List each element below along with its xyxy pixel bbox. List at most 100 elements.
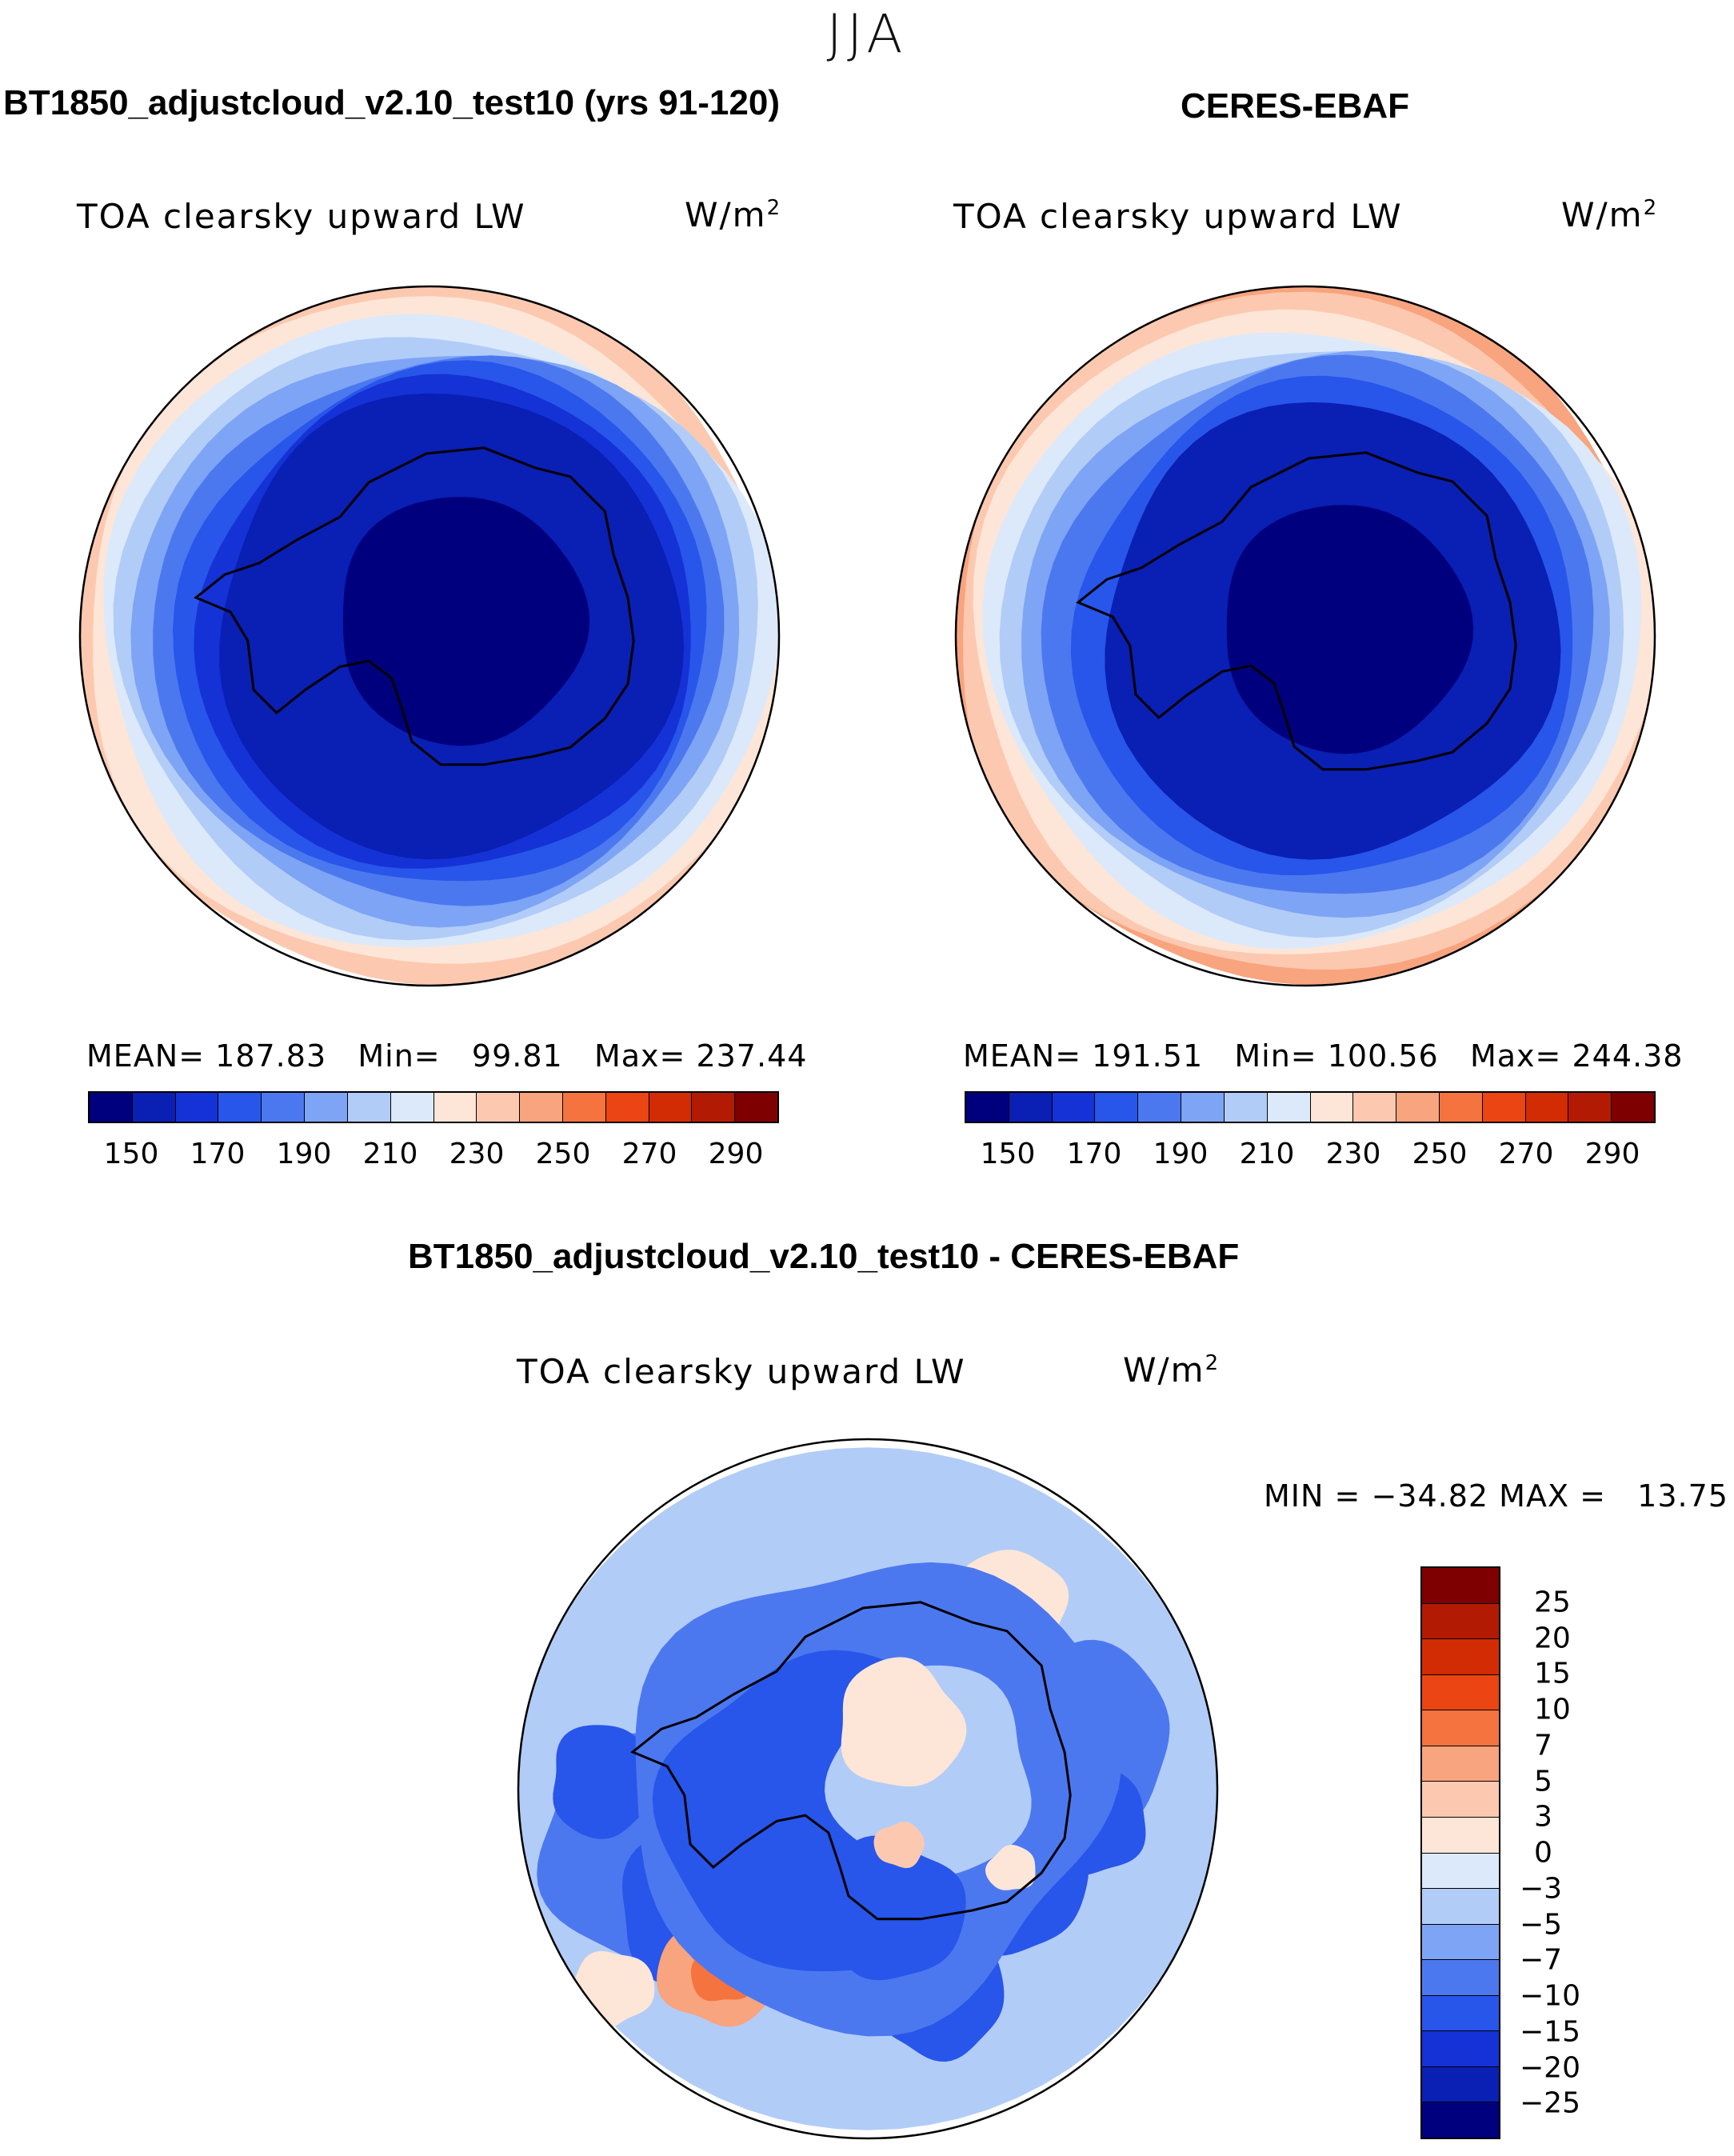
colorbar-cell (1095, 1093, 1139, 1122)
anomaly-patch (841, 1657, 967, 1787)
colorbar-cell (1353, 1093, 1397, 1122)
model-min: 99.81 (471, 1038, 563, 1074)
contour-band (1041, 354, 1594, 894)
obs-panel-unit: W/m2 (1561, 195, 1659, 234)
diff-min: −34.82 (1371, 1478, 1489, 1514)
colorbar-cell (520, 1093, 563, 1122)
diff-colorbar-ticks: 25 20 15 10 7 5 3 0 −3 −5 −7 −10 −15 −20 −25 (1520, 1566, 1640, 2139)
model-colorbar (88, 1091, 779, 1123)
colorbar-cell (1422, 1817, 1499, 1854)
colorbar-tick-label: 230 (449, 1138, 505, 1170)
colorbar-tick-label: −25 (1520, 2086, 1580, 2120)
contour-band (999, 351, 1624, 938)
colorbar-cell (1181, 1093, 1225, 1122)
colorbar-tick-label: 20 (1534, 1622, 1571, 1654)
colorbar-tick-label: 250 (1412, 1138, 1468, 1170)
model-stats: MEAN= 187.83 Min= 99.81 Max= 237.44 (86, 1038, 808, 1074)
diff-max: 13.75 (1637, 1478, 1728, 1514)
colorbar-cell (434, 1093, 477, 1122)
colorbar-cell (1422, 1710, 1499, 1746)
colorbar-cell (1422, 1924, 1499, 1961)
colorbar-cell (132, 1093, 176, 1122)
colorbar-cell (347, 1093, 391, 1122)
colorbar-cell (1422, 1746, 1499, 1782)
colorbar-cell (1422, 1782, 1499, 1818)
diff-panel-subtitle: TOA clearsky upward LW (517, 1352, 966, 1391)
obs-colorbar (965, 1091, 1656, 1123)
contour-band (130, 355, 740, 928)
colorbar-tick-label: 5 (1534, 1765, 1552, 1798)
contour-band (194, 374, 691, 869)
contour-band (1070, 375, 1573, 876)
anomaly-patch (1035, 1761, 1146, 1876)
antarctica-coastline (630, 1601, 1072, 1921)
contour-band (1105, 402, 1561, 860)
colorbar-cell (1422, 1853, 1499, 1890)
obs-max: 244.38 (1572, 1038, 1684, 1074)
model-colorbar-ticks: 150 170 190 210 230 250 270 290 (88, 1138, 779, 1173)
diff-map-boundary (517, 1438, 1219, 2140)
colorbar-cell (966, 1093, 1009, 1122)
model-panel-title: BT1850_adjustcloud_v2.10_test10 (yrs 91-… (3, 83, 780, 122)
colorbar-tick-label: −7 (1520, 1943, 1563, 1977)
anomaly-patch (985, 1845, 1036, 1890)
diff-panel-unit: W/m2 (1123, 1350, 1221, 1390)
contour-band (982, 332, 1642, 950)
anomaly-patch (825, 1665, 1032, 1878)
contour-band (80, 286, 779, 986)
colorbar-cell (735, 1093, 777, 1122)
colorbar-tick-label: 190 (1153, 1138, 1209, 1170)
colorbar-cell (1396, 1093, 1440, 1122)
colorbar-tick-label: 250 (535, 1138, 591, 1170)
colorbar-tick-label: 25 (1534, 1586, 1571, 1619)
model-panel-subtitle: TOA clearsky upward LW (77, 197, 526, 236)
anomaly-patch (820, 1835, 966, 1981)
model-map-boundary (78, 285, 781, 987)
anomaly-patch (793, 1849, 877, 1926)
colorbar-cell (1422, 1960, 1499, 1996)
model-mean: 187.83 (215, 1038, 327, 1074)
colorbar-tick-label: 3 (1534, 1800, 1552, 1834)
colorbar-tick-label: 7 (1534, 1729, 1552, 1762)
anomaly-patch (935, 1818, 1089, 1956)
colorbar-cell (1422, 2031, 1499, 2067)
anomaly-patch (690, 1940, 758, 2002)
colorbar-cell (1422, 1674, 1499, 1711)
antarctica-coastline (194, 446, 635, 766)
anomaly-patch (622, 1822, 807, 1989)
colorbar-cell (1422, 1995, 1499, 2032)
colorbar-tick-label: 190 (276, 1138, 332, 1170)
anomaly-patch (871, 1937, 1005, 2062)
contour-band (113, 337, 758, 941)
obs-map-boundary (954, 285, 1656, 987)
colorbar-tick-label: 0 (1534, 1836, 1552, 1870)
diff-stats: MIN = −34.82 MAX = 13.75 (1264, 1478, 1728, 1514)
colorbar-tick-label: 270 (1498, 1138, 1554, 1170)
obs-colorbar-ticks: 150 170 190 210 230 250 270 290 (965, 1138, 1656, 1173)
colorbar-cell (305, 1093, 348, 1122)
colorbar-cell (1009, 1093, 1053, 1122)
colorbar-cell (1612, 1093, 1654, 1122)
contour-band (963, 291, 1655, 970)
colorbar-cell (605, 1093, 649, 1122)
colorbar-tick-label: 170 (190, 1138, 246, 1170)
season-title: JJA (826, 3, 908, 65)
colorbar-tick-label: −5 (1520, 1908, 1563, 1941)
colorbar-tick-label: 150 (103, 1138, 159, 1170)
colorbar-cell (218, 1093, 262, 1122)
colorbar-cell (649, 1093, 693, 1122)
anomaly-patch (553, 1725, 662, 1839)
obs-stats: MEAN= 191.51 Min= 100.56 Max= 244.38 (963, 1038, 1684, 1074)
contour-band (1021, 350, 1610, 918)
colorbar-tick-label: −10 (1520, 1979, 1580, 2013)
colorbar-cell (1138, 1093, 1182, 1122)
model-max: 237.44 (696, 1038, 808, 1074)
colorbar-cell (477, 1093, 521, 1122)
contour-band (173, 360, 707, 882)
colorbar-cell (1568, 1093, 1612, 1122)
model-panel-unit: W/m2 (685, 195, 782, 234)
colorbar-tick-label: 230 (1325, 1138, 1381, 1170)
colorbar-cell (1482, 1093, 1526, 1122)
anomaly-patch (976, 1639, 1170, 1831)
contour-band (93, 296, 779, 964)
